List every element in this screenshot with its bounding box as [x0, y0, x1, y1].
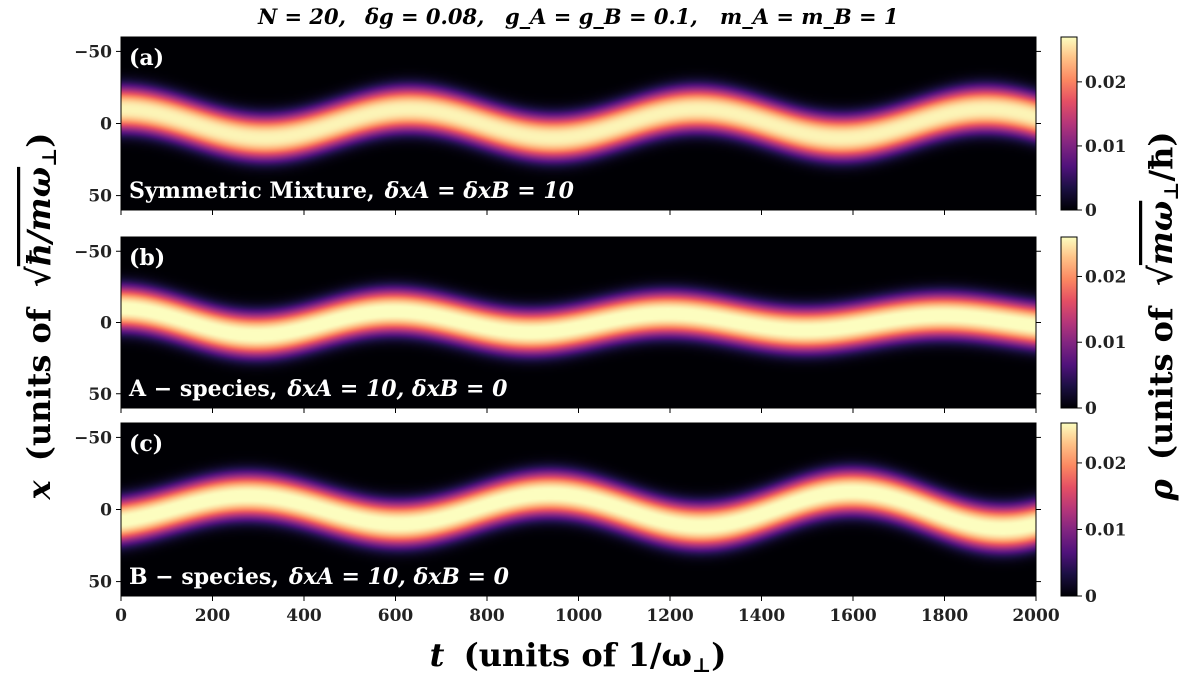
y-tick-label: −50 [74, 42, 112, 62]
x-tick-label: 1600 [829, 606, 876, 626]
header-param-dg: δg = 0.08, [364, 4, 484, 29]
cbar-sqrt-body: mω [1142, 201, 1180, 265]
y-tick-label: 50 [88, 573, 112, 593]
panel-annotation: B − species, δxA = 10, δxB = 0 [129, 564, 510, 590]
cbar-sqrt-sign: √ [1142, 264, 1180, 286]
colorbar-gradient [1060, 36, 1078, 211]
cbar-var: ρ [1142, 479, 1180, 502]
svg-text:t (units of 1/ω⊥): t (units of 1/ω⊥) [430, 636, 727, 675]
heatmap-image [121, 423, 1036, 596]
y-tick-label: 50 [88, 385, 112, 405]
colorbar-c: 0 0.01 0.02 [1060, 422, 1126, 607]
cbar-sqrt-tail: /ħ) [1142, 131, 1180, 181]
x-tick-label: 1000 [555, 606, 602, 626]
x-tick-label: 2000 [1012, 606, 1059, 626]
figure-header: N = 20, δg = 0.08, g_A = g_B = 0.1, m_A … [257, 4, 899, 29]
x-tick-label: 1200 [646, 606, 693, 626]
colorbar-tick-label: 0.01 [1085, 333, 1126, 353]
colorbar-tick-label: 0.01 [1085, 520, 1126, 540]
colorbar-gradient [1060, 422, 1078, 597]
x-axis-sub: ⊥ [692, 653, 711, 675]
x-tick-label: 200 [195, 606, 231, 626]
header-param-g: g_A = g_B = 0.1, [505, 4, 698, 29]
y-axis-var: x [20, 479, 58, 500]
y-tick-label: 0 [100, 501, 112, 521]
colorbar-tick-label: 0 [1085, 201, 1097, 221]
panel-a: −50 0 50 (a) Symmetric Mixture, δxA = δxB = 1… [74, 36, 1126, 221]
x-tick-label: 1800 [921, 606, 968, 626]
svg-text:x (units of √ħ/mω⊥: x (units of √ħ/mω⊥) [20, 133, 61, 501]
x-axis-close: ) [711, 636, 726, 674]
colorbar-tick-label: 0 [1085, 399, 1097, 419]
colorbar-tick-label: 0.02 [1085, 267, 1126, 287]
y-axis-sub: ⊥ [37, 148, 61, 167]
panel-annotation: A − species, δxA = 10, δxB = 0 [128, 376, 508, 402]
y-tick-label: 50 [88, 187, 112, 207]
colorbar-gradient [1060, 236, 1078, 409]
panel-label: (c) [129, 431, 163, 457]
colorbar-tick-label: 0.01 [1085, 137, 1126, 157]
x-tick-label: 400 [286, 606, 322, 626]
y-axis-label: x (units of √ħ/mω⊥) [20, 133, 61, 501]
header-param-n: N = 20, [257, 4, 346, 29]
cbar-sub: ⊥ [1159, 182, 1183, 201]
x-tick-label: 800 [469, 606, 505, 626]
panel-label: (b) [129, 245, 165, 271]
y-axis-sqrt-body: ħ/mω [20, 167, 58, 266]
x-tick-label: 600 [378, 606, 414, 626]
cbar-text: (units of [1142, 305, 1180, 460]
panel-label: (a) [129, 45, 164, 71]
y-axis-sqrt-sign: √ [20, 265, 58, 287]
y-tick-label: 0 [100, 115, 112, 135]
panel-annotation: Symmetric Mixture, δxA = δxB = 10 [129, 178, 575, 204]
colorbar-label: ρ (units of √mω⊥/ħ) [1142, 131, 1183, 501]
y-tick-label: 0 [100, 314, 112, 334]
heatmap-image [121, 37, 1036, 210]
colorbar-tick-label: 0.02 [1085, 73, 1126, 93]
x-axis-var: t [430, 636, 445, 674]
y-axis-close: ) [20, 133, 58, 148]
x-axis-text: (units of 1/ω [464, 636, 692, 674]
colorbar-tick-label: 0.02 [1085, 454, 1126, 474]
x-axis-label: t (units of 1/ω⊥) [430, 636, 727, 675]
y-tick-label: −50 [74, 428, 112, 448]
colorbar-tick-label: 0 [1085, 587, 1097, 607]
x-tick-label: 0 [115, 606, 127, 626]
header-param-m: m_A = m_B = 1 [720, 4, 899, 29]
y-axis-text: (units of [20, 306, 58, 461]
colorbar-a: 0 0.01 0.02 [1060, 36, 1126, 221]
svg-text:ρ (units of √mω⊥/ħ: ρ (units of √mω⊥/ħ) [1142, 131, 1183, 501]
colorbar-b: 0 0.01 0.02 [1060, 236, 1126, 419]
y-tick-label: −50 [74, 242, 112, 262]
x-tick-label: 1400 [738, 606, 785, 626]
heatmap-image [121, 237, 1036, 408]
